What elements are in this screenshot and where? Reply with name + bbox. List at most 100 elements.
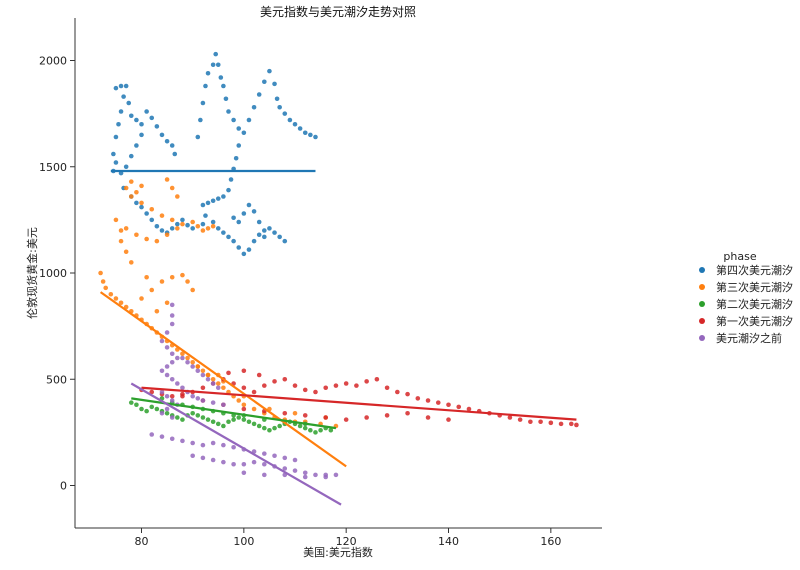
regression-line-series-4 xyxy=(130,382,342,506)
data-point-series-0 xyxy=(251,238,257,244)
data-point-series-2 xyxy=(267,427,272,433)
data-point-series-1 xyxy=(123,249,129,255)
data-point-series-0 xyxy=(246,247,252,252)
data-point-series-4 xyxy=(215,385,221,391)
data-point-series-0 xyxy=(241,211,247,216)
x-tick-label: 140 xyxy=(438,535,459,548)
data-point-series-3 xyxy=(302,413,308,418)
data-point-series-0 xyxy=(134,117,139,123)
data-point-series-1 xyxy=(139,200,144,206)
data-point-series-3 xyxy=(446,402,451,408)
data-point-series-0 xyxy=(172,151,178,157)
data-point-series-1 xyxy=(185,355,190,361)
data-point-series-4 xyxy=(175,381,180,386)
data-point-series-0 xyxy=(121,94,126,99)
data-point-series-0 xyxy=(246,117,252,123)
data-point-series-3 xyxy=(435,400,441,405)
data-point-series-4 xyxy=(159,410,165,416)
data-point-series-4 xyxy=(164,345,170,350)
data-point-series-0 xyxy=(116,121,121,127)
data-point-series-2 xyxy=(308,427,313,433)
data-point-series-0 xyxy=(246,202,252,208)
data-point-series-1 xyxy=(169,217,175,223)
data-point-series-0 xyxy=(231,117,236,123)
data-point-series-4 xyxy=(169,436,175,442)
data-point-series-4 xyxy=(221,459,226,465)
data-point-series-3 xyxy=(374,376,380,382)
data-point-series-0 xyxy=(287,117,293,123)
data-point-series-0 xyxy=(218,75,224,80)
data-point-series-0 xyxy=(228,177,234,182)
data-point-series-3 xyxy=(333,383,339,388)
data-point-series-2 xyxy=(175,415,180,420)
data-point-series-3 xyxy=(528,419,533,425)
data-point-series-1 xyxy=(149,287,155,293)
regression-line-series-1 xyxy=(99,291,347,468)
data-point-series-4 xyxy=(180,438,185,444)
data-point-series-0 xyxy=(118,109,124,114)
data-point-series-1 xyxy=(164,232,170,238)
data-point-series-3 xyxy=(262,383,267,388)
data-point-series-4 xyxy=(282,466,288,471)
data-point-series-1 xyxy=(241,402,247,408)
data-point-series-1 xyxy=(221,385,226,391)
data-point-series-4 xyxy=(164,372,170,378)
data-point-series-1 xyxy=(144,274,149,280)
data-point-series-0 xyxy=(164,138,170,144)
data-point-series-3 xyxy=(558,421,564,427)
data-point-series-1 xyxy=(190,219,195,225)
data-point-series-3 xyxy=(384,413,390,418)
data-point-series-2 xyxy=(246,419,252,425)
data-point-series-1 xyxy=(103,285,108,291)
data-point-series-1 xyxy=(134,189,139,195)
data-point-series-3 xyxy=(323,385,329,391)
data-point-series-0 xyxy=(256,232,262,238)
data-point-series-4 xyxy=(190,440,195,446)
data-point-series-4 xyxy=(282,455,288,461)
data-point-series-0 xyxy=(118,83,124,89)
data-point-series-0 xyxy=(267,226,272,231)
data-point-series-2 xyxy=(200,415,206,420)
data-point-series-1 xyxy=(159,279,165,284)
data-point-series-4 xyxy=(195,396,201,401)
data-point-series-1 xyxy=(123,226,129,231)
data-point-series-0 xyxy=(198,117,203,123)
data-point-series-0 xyxy=(205,70,211,76)
data-point-series-1 xyxy=(169,185,175,191)
data-point-series-3 xyxy=(517,417,523,422)
data-point-series-4 xyxy=(169,415,175,420)
data-point-series-3 xyxy=(354,383,359,388)
data-point-series-1 xyxy=(205,226,211,231)
data-point-series-1 xyxy=(190,287,195,293)
data-point-series-4 xyxy=(221,442,226,448)
data-point-series-1 xyxy=(144,236,149,242)
data-point-series-1 xyxy=(128,179,134,184)
data-point-series-1 xyxy=(128,194,134,199)
data-point-series-4 xyxy=(200,442,206,448)
data-point-series-4 xyxy=(302,474,308,480)
data-point-series-1 xyxy=(123,185,129,191)
data-point-series-2 xyxy=(144,408,149,414)
data-point-series-1 xyxy=(190,359,195,365)
data-point-series-4 xyxy=(159,338,165,344)
data-point-series-0 xyxy=(128,113,134,119)
y-tick-label: 2000 xyxy=(39,55,67,68)
data-point-series-0 xyxy=(159,132,165,138)
data-point-series-3 xyxy=(538,419,543,425)
data-point-series-0 xyxy=(241,130,247,136)
data-point-series-1 xyxy=(118,238,124,244)
data-point-series-0 xyxy=(149,115,155,121)
data-point-series-4 xyxy=(210,440,216,446)
data-point-series-3 xyxy=(272,379,277,384)
data-point-series-3 xyxy=(323,415,329,420)
data-point-series-0 xyxy=(154,124,160,129)
data-point-series-4 xyxy=(185,359,190,365)
data-point-series-2 xyxy=(226,419,231,425)
data-point-series-3 xyxy=(200,385,206,391)
legend-label: 美元潮汐之前 xyxy=(716,331,782,345)
data-point-series-1 xyxy=(139,183,144,189)
data-point-series-0 xyxy=(113,85,119,91)
data-point-series-0 xyxy=(210,219,216,225)
data-point-series-1 xyxy=(154,308,160,314)
